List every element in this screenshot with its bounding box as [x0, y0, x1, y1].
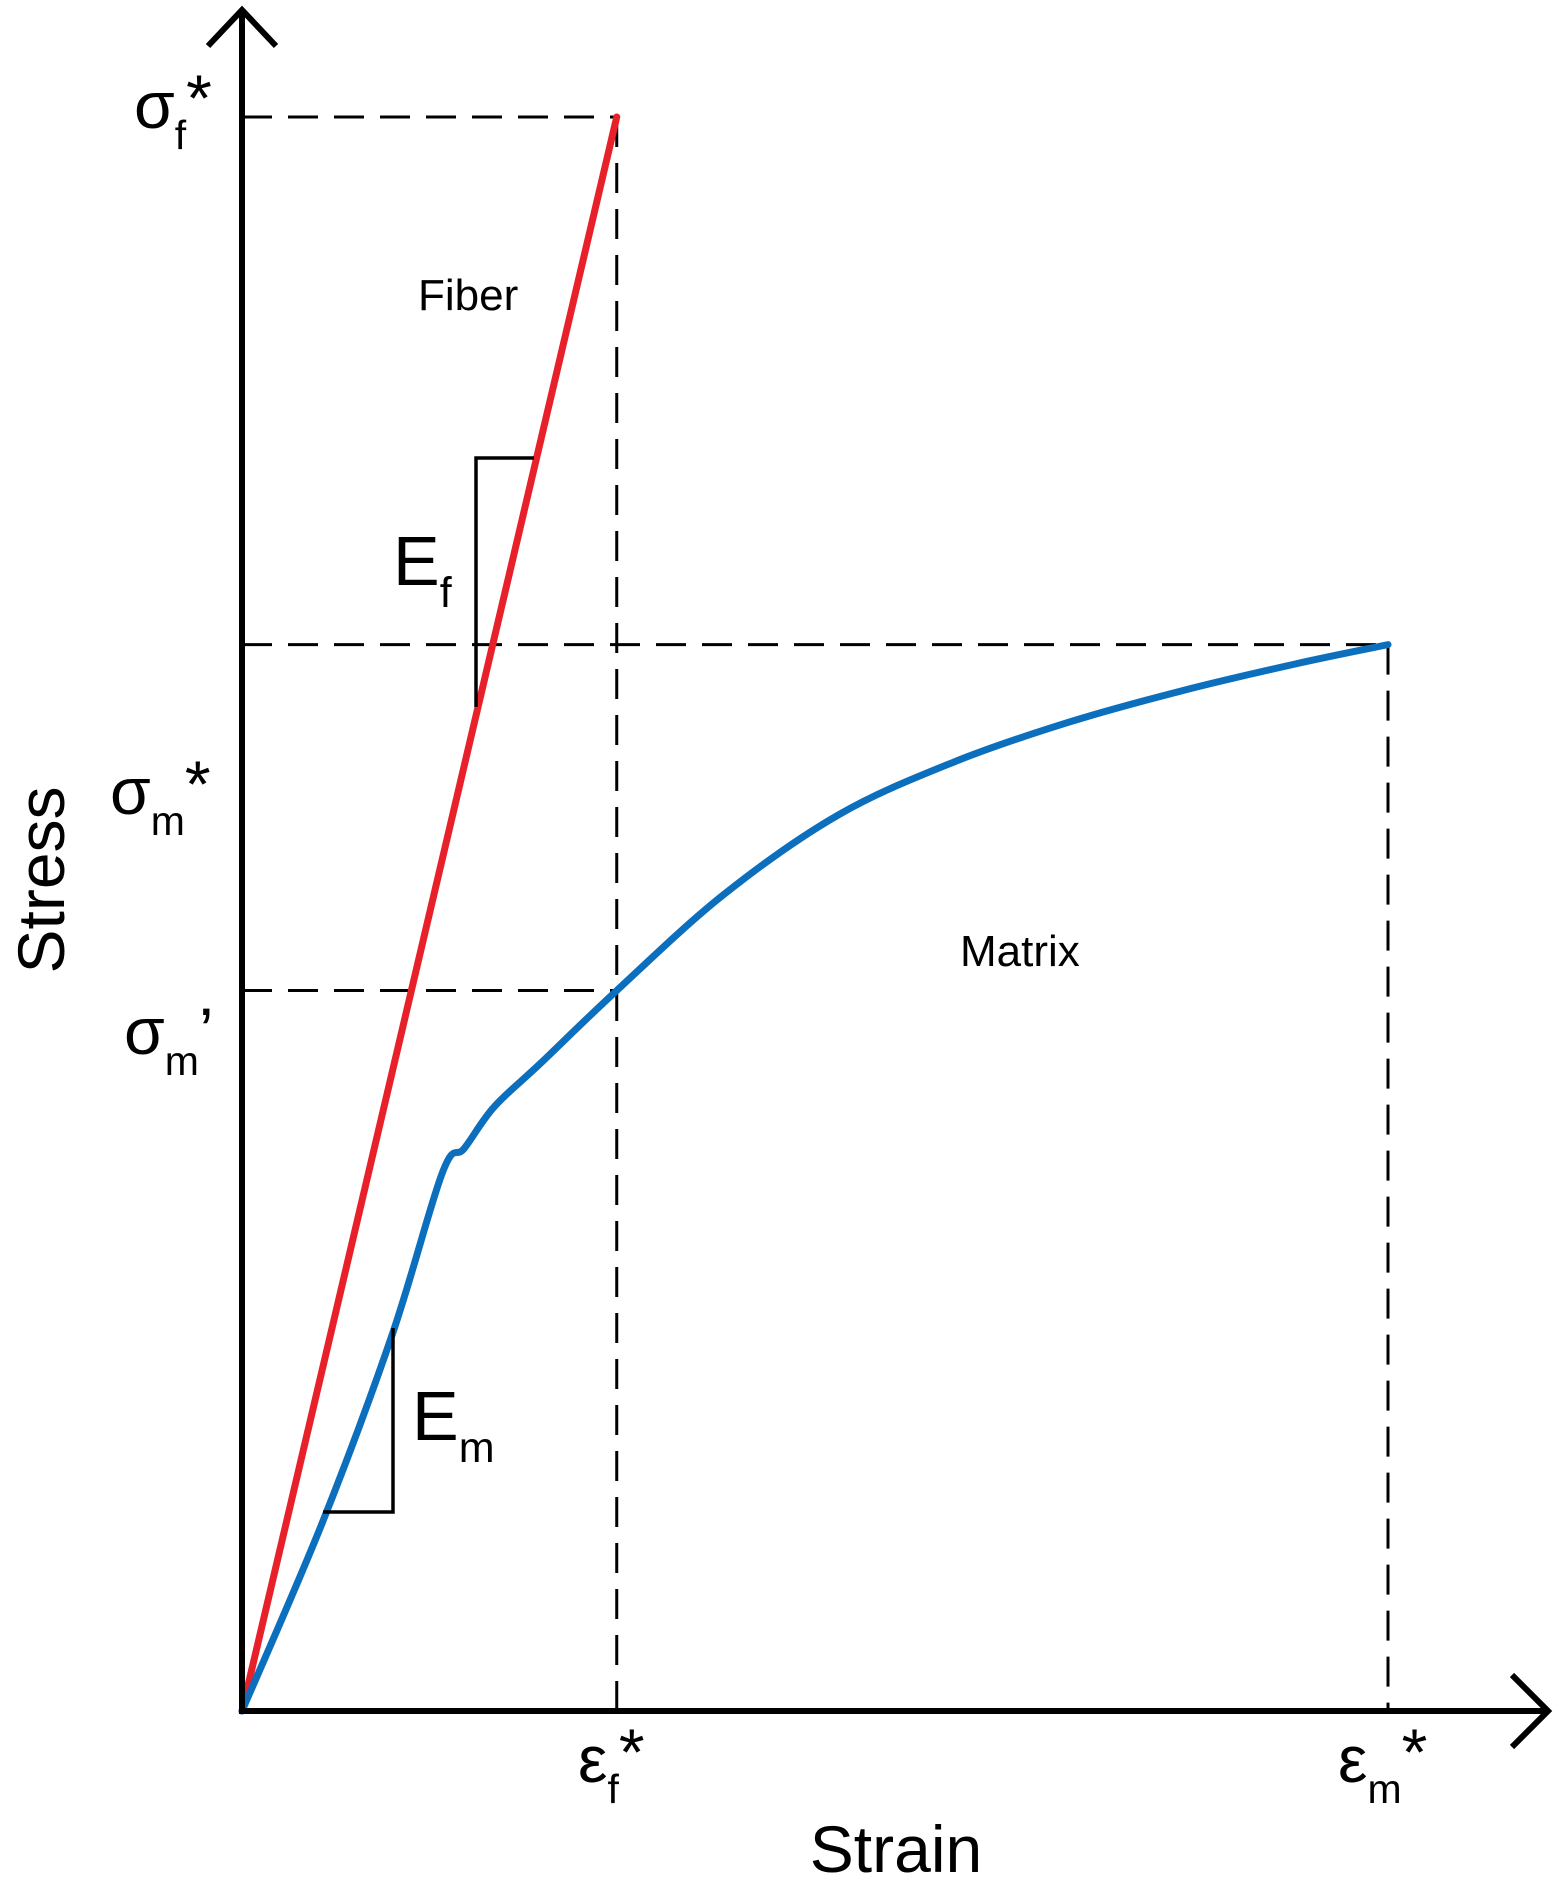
x-tick-label-fiber-failure-strain: εf* — [578, 1715, 645, 1812]
curve-label-fiber: Fiber — [418, 271, 518, 320]
x-tick-label-matrix-failure-strain: εm* — [1338, 1715, 1427, 1812]
series-line-matrix — [238, 641, 1392, 1715]
y-tick-label-matrix-strength: σm* — [110, 747, 211, 844]
slope-label-matrix-modulus: Em — [412, 1377, 495, 1472]
slope-triangle-fiber — [474, 456, 534, 707]
curves — [238, 113, 1392, 1715]
y-axis-title: Stress — [4, 786, 78, 973]
axes — [205, 5, 1553, 1750]
x-axis-arrow — [1509, 1672, 1553, 1750]
reference-guides — [242, 115, 1390, 1711]
x-axis-title: Strain — [810, 1812, 982, 1886]
series-line-fiber — [238, 113, 621, 1715]
y-tick-label-matrix-stress-at-fiber-failure: σm’ — [124, 994, 214, 1084]
y-tick-label-fiber-strength: σf* — [134, 61, 212, 158]
slope-triangle-matrix — [323, 1328, 395, 1514]
slope-triangles — [323, 456, 534, 1514]
curve-label-matrix: Matrix — [960, 927, 1080, 976]
labels: σf* σm* σm’ εf* εm* Ef Em Fiber Matrix — [110, 61, 1427, 1812]
slope-label-fiber-modulus: Ef — [393, 522, 453, 617]
y-axis-arrow — [205, 5, 279, 49]
